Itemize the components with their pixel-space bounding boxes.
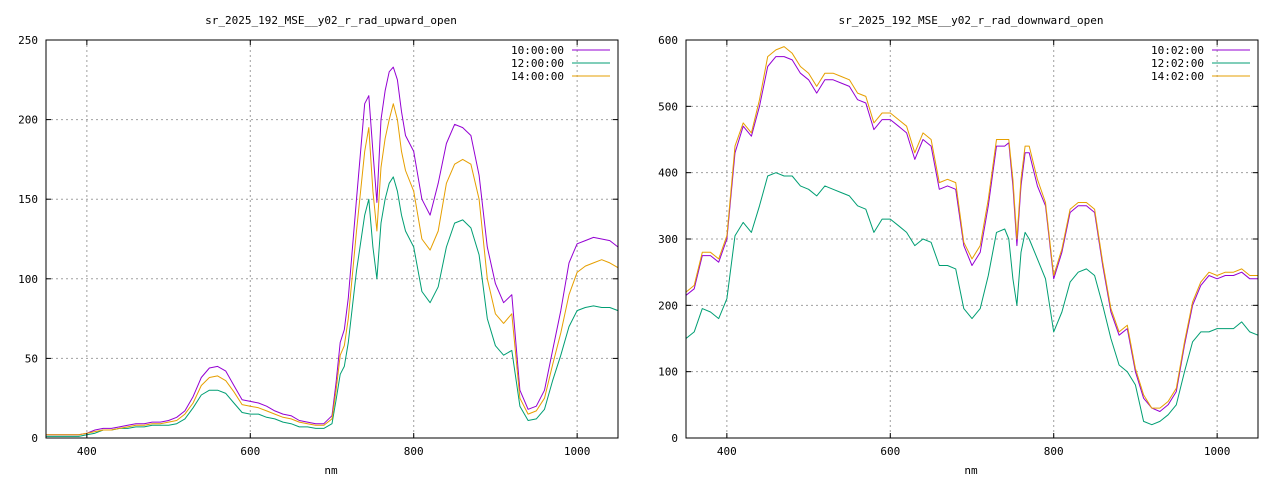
x-tick-label: 800 — [1044, 445, 1064, 458]
x-axis-label-left: nm — [324, 464, 338, 477]
legend-label-1: 10:02:00 — [1151, 44, 1204, 57]
series-line-2 — [685, 172, 1259, 426]
series-line-1 — [685, 56, 1258, 412]
legend-label-1: 10:00:00 — [511, 44, 564, 57]
y-tick-label: 500 — [658, 100, 678, 113]
series-line-3 — [46, 103, 619, 436]
plot-downward: 400 600 800 1000 0 100 200 300 400 500 600 10:02:00… — [658, 34, 1259, 458]
y-tick-label: 600 — [658, 34, 678, 47]
x-tick-label: 800 — [404, 445, 424, 458]
chart-title-left: sr_2025_192_MSE__y02_r_rad_upward_open — [205, 14, 457, 27]
x-tick-label: 600 — [240, 445, 260, 458]
y-tick-label: 200 — [658, 299, 678, 312]
x-tick-label: 1000 — [564, 445, 591, 458]
x-tick-label: 400 — [717, 445, 737, 458]
plot-frame — [45, 39, 619, 439]
x-tick-label: 1000 — [1204, 445, 1231, 458]
legend-label-3: 14:02:00 — [1151, 70, 1204, 83]
series-line-1 — [46, 66, 619, 436]
y-tick-label: 200 — [18, 114, 38, 127]
y-tick-label: 100 — [18, 273, 38, 286]
legend-label-2: 12:00:00 — [511, 57, 564, 70]
y-tick-label: 0 — [671, 432, 678, 445]
y-tick-label: 300 — [658, 233, 678, 246]
y-tick-label: 50 — [25, 352, 38, 365]
x-axis-label-right: nm — [964, 464, 978, 477]
plot-upward: 400 600 800 1000 0 50 100 150 200 250 10:00:0012:0… — [18, 34, 619, 458]
y-tick-label: 100 — [658, 366, 678, 379]
y-tick-label: 0 — [31, 432, 38, 445]
series-line-2 — [46, 176, 619, 437]
chart-title-right: sr_2025_192_MSE__y02_r_rad_downward_open — [839, 14, 1104, 27]
series-line-3 — [685, 46, 1258, 409]
y-tick-label: 150 — [18, 193, 38, 206]
x-tick-label: 600 — [880, 445, 900, 458]
x-tick-label: 400 — [77, 445, 97, 458]
y-tick-label: 250 — [18, 34, 38, 47]
legend-label-3: 14:00:00 — [511, 70, 564, 83]
y-tick-label: 400 — [658, 167, 678, 180]
legend-label-2: 12:02:00 — [1151, 57, 1204, 70]
